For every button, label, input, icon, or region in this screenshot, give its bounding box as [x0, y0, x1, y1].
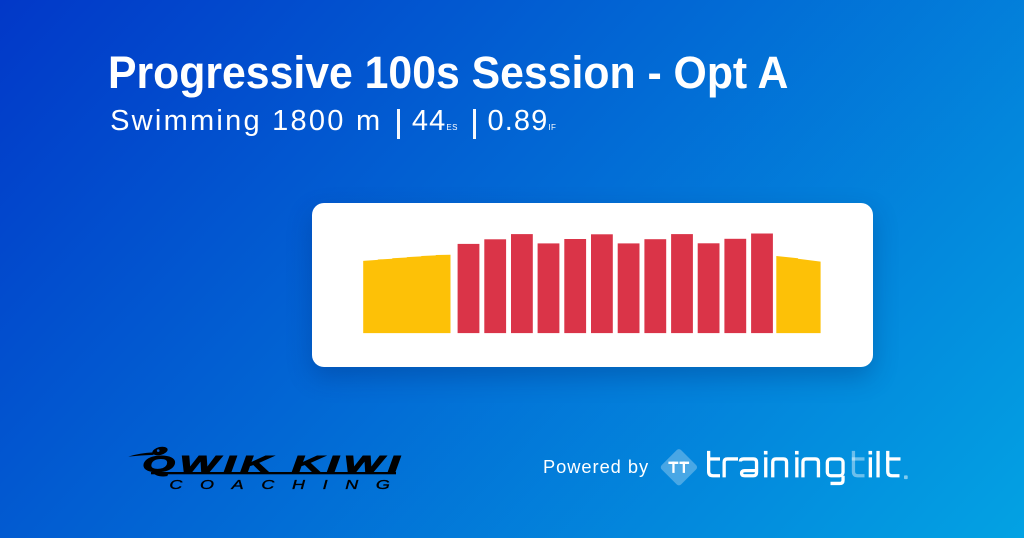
svg-text:COACHING: COACHING — [169, 478, 407, 492]
svg-text:QWIK KIWI: QWIK KIWI — [142, 452, 404, 476]
